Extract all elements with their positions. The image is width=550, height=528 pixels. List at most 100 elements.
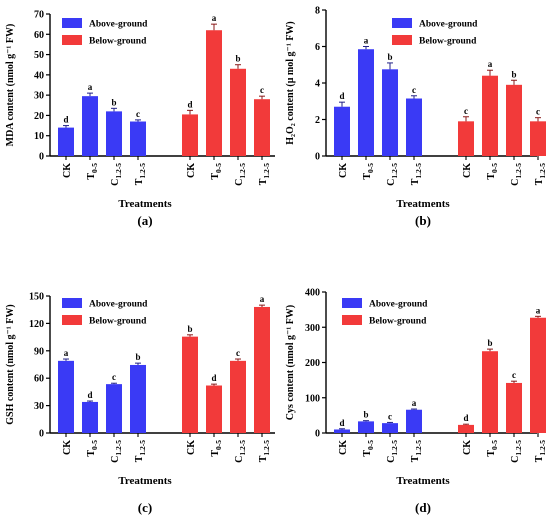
bar [130, 364, 146, 433]
x-tick-label: T1.2-5 [534, 440, 547, 463]
bar [206, 30, 222, 157]
significance-letter: b [387, 52, 392, 62]
x-tick-label: T0-5 [86, 163, 99, 180]
bar [506, 84, 522, 156]
bar [382, 69, 398, 156]
bar [358, 49, 374, 156]
y-tick-label: 30 [34, 401, 44, 412]
bar [254, 99, 270, 156]
significance-letter: c [236, 348, 240, 358]
bar [230, 360, 246, 433]
y-axis-label: GSH content (nmol g⁻¹ FW) [5, 304, 16, 425]
y-tick-label: 0 [315, 152, 320, 163]
bar [82, 96, 98, 156]
significance-letter: b [363, 410, 368, 420]
x-tick-label: T1.2-5 [258, 440, 271, 463]
x-tick-label: T1.2-5 [410, 163, 423, 186]
y-tick-label: 50 [34, 50, 44, 61]
bar [458, 121, 474, 156]
y-tick-label: 60 [34, 374, 44, 385]
y-tick-label: 20 [34, 111, 44, 122]
bar [106, 111, 122, 156]
significance-letter: a [64, 348, 69, 358]
x-tick-label: CK [186, 163, 197, 178]
significance-letter: c [260, 85, 264, 95]
legend-label: Below-ground [369, 317, 427, 327]
x-tick-label: CK [186, 440, 197, 455]
x-tick-label: T0-5 [362, 440, 375, 457]
legend-swatch [342, 315, 362, 325]
significance-letter: c [412, 85, 416, 95]
y-tick-label: 0 [39, 152, 44, 163]
bar [82, 401, 98, 433]
significance-letter: c [112, 372, 116, 382]
bar [358, 421, 374, 433]
bar [506, 382, 522, 433]
significance-letter: d [187, 99, 192, 109]
bar [482, 75, 498, 156]
x-tick-label: T0-5 [362, 163, 375, 180]
y-axis-label: H₂O₂ content (μ mol g⁻¹ FW) [285, 21, 296, 145]
y-tick-label: 100 [305, 393, 320, 404]
legend-swatch [62, 298, 82, 308]
bar [230, 68, 246, 156]
legend-swatch [392, 35, 412, 45]
x-tick-label: CK [462, 163, 473, 178]
y-tick-label: 10 [34, 131, 44, 142]
y-tick-label: 8 [315, 6, 320, 17]
y-tick-label: 150 [29, 292, 44, 303]
significance-letter: b [111, 97, 116, 107]
bar [182, 114, 198, 156]
legend-label: Above-ground [419, 20, 478, 30]
x-tick-label: C1.2-5 [234, 163, 247, 186]
significance-letter: c [388, 411, 392, 421]
y-tick-label: 40 [34, 70, 44, 81]
bar [182, 336, 198, 433]
x-tick-label: CK [462, 440, 473, 455]
y-tick-label: 90 [34, 346, 44, 357]
y-tick-label: 0 [39, 429, 44, 440]
significance-letter: b [135, 352, 140, 362]
significance-letter: d [339, 91, 344, 101]
x-tick-label: C1.2-5 [234, 440, 247, 463]
panel-label: (a) [137, 213, 152, 228]
bar [334, 429, 350, 433]
significance-letter: d [463, 413, 468, 423]
legend-label: Below-ground [419, 37, 477, 47]
panel-label: (d) [415, 500, 431, 515]
significance-letter: d [211, 373, 216, 383]
y-tick-label: 120 [29, 319, 44, 330]
y-tick-label: 4 [315, 79, 320, 90]
x-tick-label: T1.2-5 [410, 440, 423, 463]
bar [406, 98, 422, 156]
x-tick-label: CK [338, 163, 349, 178]
bar [382, 423, 398, 433]
legend-label: Below-ground [89, 37, 147, 47]
significance-letter: a [260, 294, 265, 304]
x-tick-label: T0-5 [86, 440, 99, 457]
x-tick-label: T0-5 [486, 163, 499, 180]
bar [482, 351, 498, 433]
chart-panel-3: 0 30 60 90 120 150 GSH content (nmol g⁻¹ FW) a C… [5, 292, 275, 515]
y-axis-label: Cys content (nmol g⁻¹ FW) [285, 305, 296, 421]
bar [530, 317, 546, 433]
x-tick-label: T0-5 [486, 440, 499, 457]
bar [130, 121, 146, 156]
bar [206, 385, 222, 433]
x-tick-label: CK [62, 163, 73, 178]
x-axis-label: Treatments [396, 475, 450, 487]
chart-panel-1: 0 10 20 30 40 50 60 70 MDA content (nmol g⁻¹ FW)… [5, 10, 275, 228]
x-tick-label: CK [338, 440, 349, 455]
significance-letter: a [212, 13, 217, 23]
significance-letter: c [512, 370, 516, 380]
bar [334, 106, 350, 156]
y-tick-label: 70 [34, 10, 44, 21]
legend-swatch [392, 18, 412, 28]
bar [58, 127, 74, 156]
x-tick-label: T0-5 [210, 163, 223, 180]
panel-label: (b) [415, 213, 431, 228]
y-tick-label: 60 [34, 30, 44, 41]
legend-label: Below-ground [89, 317, 147, 327]
y-tick-label: 0 [315, 429, 320, 440]
